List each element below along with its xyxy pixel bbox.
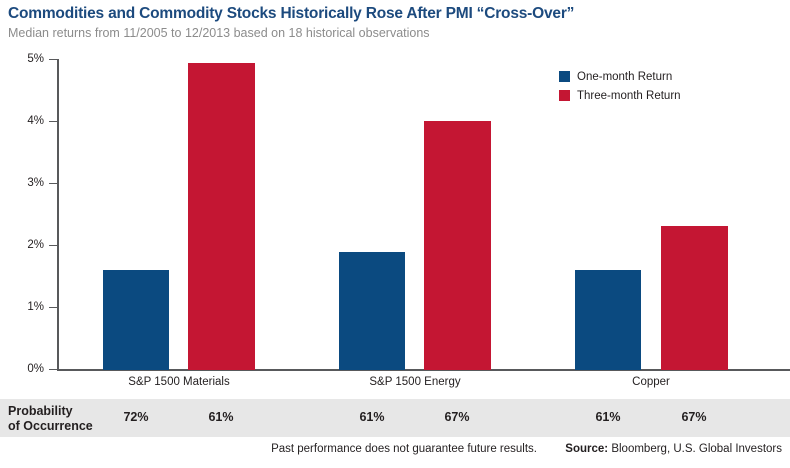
category-label-sp1500-materials: S&P 1500 Materials (128, 376, 230, 388)
probability-value-copper-three-month: 67% (681, 410, 707, 424)
y-tick-mark-2 (49, 245, 57, 246)
source-line: Source: Bloomberg, U.S. Global Investors (565, 443, 782, 455)
probability-value-copper-one-month: 61% (595, 410, 621, 424)
legend-label-three-month: Three-month Return (577, 89, 681, 102)
bar-one-month-sp1500-materials[interactable] (103, 270, 169, 370)
chart-footer: Past performance does not guarantee futu… (0, 443, 790, 463)
y-tick-mark-4 (49, 121, 57, 122)
legend-item-one-month: One-month Return (559, 68, 681, 85)
source-label: Source: (565, 443, 609, 455)
y-tick-mark-0 (49, 369, 57, 370)
bar-three-month-sp1500-energy[interactable] (424, 121, 491, 370)
chart-legend: One-month Return Three-month Return (559, 68, 681, 106)
probability-value-materials-three-month: 61% (208, 410, 234, 424)
y-tick-label-2: 2% (27, 239, 44, 251)
y-tick-mark-1 (49, 307, 57, 308)
bar-one-month-copper[interactable] (575, 270, 641, 370)
y-tick-label-4: 4% (27, 115, 44, 127)
probability-row-label-line2: of Occurrence (8, 418, 93, 433)
x-axis-line (57, 369, 790, 371)
category-label-sp1500-energy: S&P 1500 Energy (369, 376, 461, 388)
category-label-copper: Copper (632, 376, 670, 388)
probability-value-energy-three-month: 67% (444, 410, 470, 424)
bar-one-month-sp1500-energy[interactable] (339, 252, 405, 370)
y-tick-mark-5 (49, 59, 57, 60)
legend-label-one-month: One-month Return (577, 70, 673, 83)
legend-swatch-three-month (559, 90, 570, 101)
probability-value-energy-one-month: 61% (359, 410, 385, 424)
probability-of-occurrence-band: Probability of Occurrence 72% 61% 61% 67… (0, 399, 790, 437)
probability-value-materials-one-month: 72% (123, 410, 149, 424)
y-tick-label-5: 5% (27, 53, 44, 65)
bar-chart-plot: 5% 4% 3% 2% 1% 0% S&P 1500 Materials S&P… (27, 53, 790, 388)
probability-row-label-line1: Probability (8, 404, 73, 418)
y-tick-label-3: 3% (27, 177, 44, 189)
probability-row-label: Probability of Occurrence (8, 404, 93, 433)
page-title: Commodities and Commodity Stocks Histori… (8, 5, 575, 22)
bar-three-month-sp1500-materials[interactable] (188, 63, 255, 370)
y-tick-mark-3 (49, 183, 57, 184)
disclaimer-text: Past performance does not guarantee futu… (271, 443, 537, 455)
y-tick-label-1: 1% (27, 301, 44, 313)
y-tick-label-0: 0% (27, 363, 44, 375)
page-subtitle: Median returns from 11/2005 to 12/2013 b… (8, 26, 430, 40)
y-axis-line (57, 59, 59, 371)
bar-three-month-copper[interactable] (661, 226, 728, 370)
legend-item-three-month: Three-month Return (559, 87, 681, 104)
legend-swatch-one-month (559, 71, 570, 82)
source-value: Bloomberg, U.S. Global Investors (611, 443, 782, 455)
